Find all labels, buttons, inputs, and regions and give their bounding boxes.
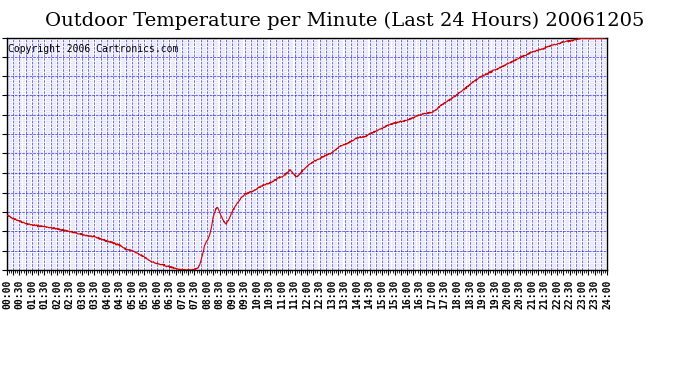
Text: Copyright 2006 Cartronics.com: Copyright 2006 Cartronics.com [8,45,179,54]
Text: Outdoor Temperature per Minute (Last 24 Hours) 20061205: Outdoor Temperature per Minute (Last 24 … [46,11,644,30]
